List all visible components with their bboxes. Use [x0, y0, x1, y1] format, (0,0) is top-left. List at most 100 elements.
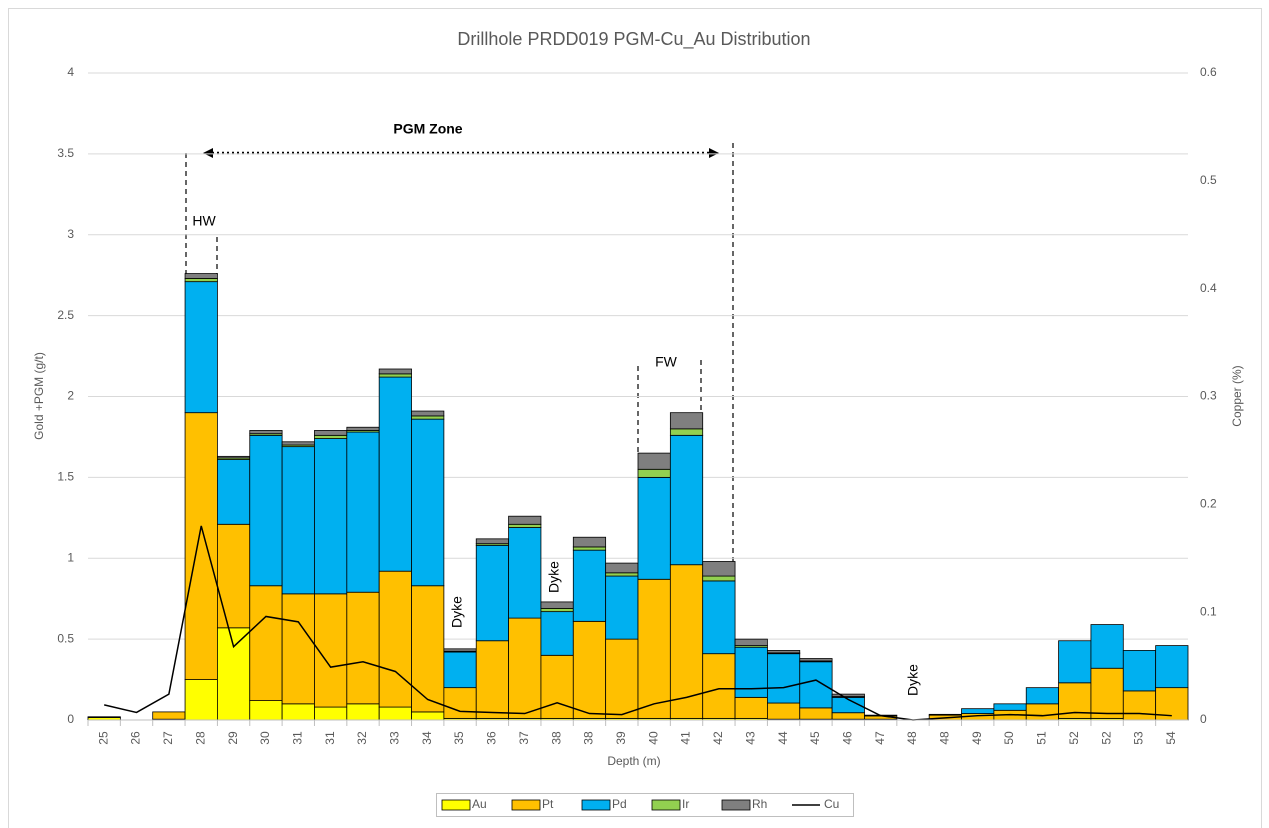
- x-tick-label: 39: [614, 731, 628, 745]
- bar-segment: [475, 640, 509, 719]
- y2-tick-label: 0.1: [1200, 604, 1217, 618]
- bar-segment: [702, 561, 736, 577]
- bar-segment: [184, 412, 218, 680]
- x-tick-label: 47: [873, 731, 887, 745]
- bar-segment: [281, 703, 315, 721]
- bar-segment: [540, 601, 574, 609]
- bar-segment: [443, 648, 477, 652]
- bar-segment: [249, 434, 283, 587]
- bar-segment: [508, 515, 542, 525]
- bar-segment: [152, 711, 186, 720]
- bar-segment: [831, 712, 865, 720]
- bar-segment: [314, 430, 348, 436]
- bar-segment: [702, 580, 736, 655]
- y-tick-label: 1.5: [57, 470, 74, 484]
- bar-segment: [217, 455, 251, 459]
- bar-segment: [799, 658, 833, 662]
- bar-segment: [249, 585, 283, 701]
- bar-segment: [1122, 690, 1157, 721]
- bar-segment: [1025, 703, 1059, 721]
- bar-segment: [605, 572, 639, 577]
- bar-segment: [508, 527, 542, 619]
- bar-segment: [831, 693, 865, 697]
- x-tick-label: 48: [938, 731, 952, 745]
- bar-segment: [184, 278, 218, 283]
- bar-segment: [540, 611, 574, 656]
- bar-segment: [637, 476, 671, 580]
- bar-segment: [217, 627, 251, 721]
- bar-segment: [249, 700, 283, 721]
- bar-segment: [540, 607, 574, 613]
- legend-label: Cu: [824, 797, 839, 811]
- x-tick-label: 49: [970, 731, 984, 745]
- bar-segment: [1090, 667, 1124, 719]
- x-tick-label: 54: [1164, 731, 1178, 745]
- x-tick-label: 30: [258, 731, 272, 745]
- bar-segment: [540, 654, 574, 719]
- bar-segment: [411, 415, 445, 420]
- x-tick-label: 40: [646, 731, 660, 745]
- bars: [87, 273, 1189, 721]
- y2-tick-label: 0.2: [1200, 497, 1217, 511]
- bar-segment: [767, 650, 801, 654]
- x-tick-label: 52: [1099, 731, 1113, 745]
- legend-label: Pd: [612, 797, 627, 811]
- y2-tick-label: 0.4: [1200, 281, 1217, 295]
- bar-segment: [378, 570, 412, 708]
- bar-segment: [411, 585, 445, 713]
- bar-segment: [605, 575, 639, 640]
- y-tick-label: 3: [67, 227, 74, 241]
- x-tick-label: 37: [517, 731, 531, 745]
- bar-segment: [702, 575, 736, 582]
- bar-segment: [799, 707, 833, 720]
- x-tick-label: 42: [711, 731, 725, 745]
- annotation: Dyke: [449, 596, 465, 628]
- bar-segment: [249, 430, 283, 435]
- y2-tick-label: 0: [1200, 712, 1207, 726]
- x-tick-label: 53: [1132, 731, 1146, 745]
- bar-segment: [314, 438, 348, 595]
- x-tick-label: 31: [290, 731, 304, 745]
- bar-segment: [605, 562, 639, 574]
- bar-segment: [346, 591, 380, 705]
- bar-segment: [281, 441, 315, 446]
- legend-swatch: [511, 799, 541, 811]
- legend-label: Ir: [682, 797, 689, 811]
- annotation: FW: [655, 354, 678, 370]
- bar-segment: [411, 418, 445, 587]
- bar-segment: [572, 546, 607, 551]
- bar-segment: [1155, 687, 1189, 721]
- bar-segment: [87, 716, 121, 718]
- x-tick-label: 28: [193, 731, 207, 745]
- bar-segment: [669, 434, 704, 566]
- bar-segment: [443, 651, 477, 689]
- bar-segment: [346, 703, 380, 721]
- x-tick-label: 34: [420, 731, 434, 745]
- bar-segment: [637, 578, 671, 719]
- x-tick-label: 25: [96, 731, 110, 745]
- bar-segment: [314, 434, 348, 439]
- bar-segment: [637, 468, 671, 478]
- y-tick-label: 2: [67, 389, 74, 403]
- x-tick-label: 26: [129, 731, 143, 745]
- bar-segment: [411, 711, 445, 721]
- bar-segment: [702, 653, 736, 719]
- bar-segment: [572, 620, 607, 719]
- bar-segment: [217, 523, 251, 629]
- legend-swatch: [581, 799, 611, 811]
- bar-segment: [346, 426, 380, 431]
- bar-segment: [378, 368, 412, 375]
- bar-segment: [961, 708, 995, 714]
- bar-segment: [734, 646, 768, 698]
- bar-segment: [669, 412, 704, 430]
- bar-segment: [184, 281, 218, 414]
- y-tick-label: 0: [67, 712, 74, 726]
- x-axis-label: Depth (m): [607, 754, 660, 768]
- y2-tick-label: 0.3: [1200, 389, 1217, 403]
- bar-segment: [217, 459, 251, 525]
- x-tick-label: 38: [549, 731, 563, 745]
- bar-segment: [1090, 624, 1124, 669]
- bar-segment: [184, 679, 218, 721]
- x-tick-label: 51: [1035, 731, 1049, 745]
